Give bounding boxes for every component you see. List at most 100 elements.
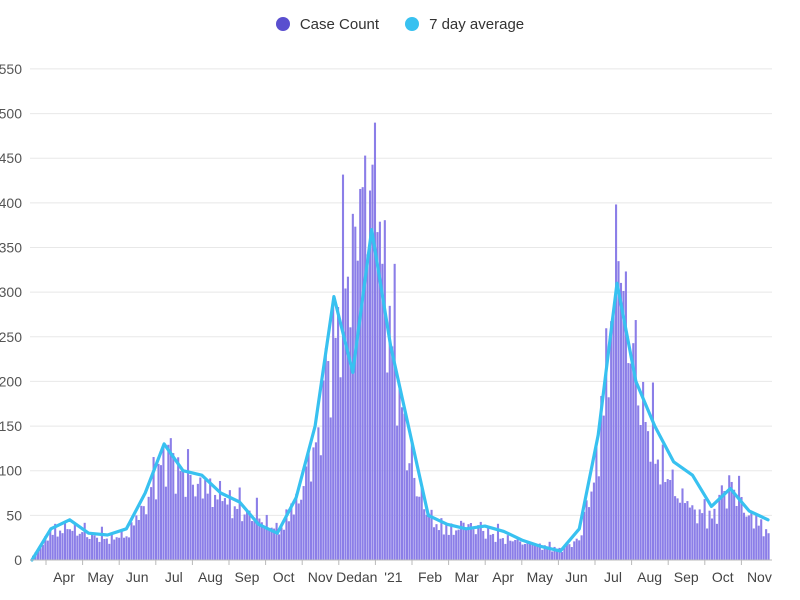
case-count-bar bbox=[499, 538, 502, 560]
case-count-bar bbox=[95, 537, 99, 560]
x-tick-label: Apr bbox=[492, 569, 514, 585]
case-count-bar bbox=[221, 501, 224, 560]
case-count-bar bbox=[565, 542, 568, 560]
case-count-bar bbox=[91, 533, 94, 560]
case-count-bar bbox=[381, 263, 384, 560]
case-count-bar bbox=[346, 276, 349, 560]
case-count-bar bbox=[683, 503, 686, 560]
case-count-bar bbox=[558, 547, 561, 560]
case-count-bar bbox=[147, 496, 150, 560]
case-count-bar bbox=[71, 530, 74, 560]
x-tick-label: Nov bbox=[308, 569, 333, 585]
case-count-bar bbox=[135, 515, 138, 560]
case-count-bar bbox=[580, 535, 583, 560]
case-count-bar bbox=[179, 471, 182, 560]
case-count-bar bbox=[654, 463, 657, 560]
case-count-bar bbox=[88, 538, 91, 560]
case-count-bar bbox=[477, 525, 480, 560]
case-count-bar bbox=[420, 487, 423, 560]
case-count-bar bbox=[297, 503, 300, 560]
x-tick-label: Mar bbox=[455, 569, 479, 585]
case-count-bar bbox=[462, 522, 465, 560]
case-count-bar bbox=[140, 505, 143, 560]
case-count-bar bbox=[270, 527, 273, 560]
case-count-bar bbox=[460, 520, 463, 560]
case-count-bar bbox=[329, 417, 332, 560]
x-tick-label: Nov bbox=[747, 569, 772, 585]
case-count-bar bbox=[457, 529, 460, 560]
case-count-bar bbox=[666, 479, 669, 560]
case-count-bar bbox=[305, 466, 308, 560]
case-count-bar bbox=[196, 483, 199, 560]
case-count-bar bbox=[81, 532, 84, 560]
case-count-bar bbox=[602, 415, 605, 560]
case-count-bar bbox=[723, 491, 726, 560]
case-count-bar bbox=[634, 320, 637, 560]
case-count-bar bbox=[401, 407, 404, 560]
case-count-bar bbox=[573, 541, 576, 560]
legend-item-case-count[interactable]: Case Count bbox=[275, 16, 379, 33]
case-count-bar bbox=[150, 487, 153, 560]
case-count-bar bbox=[455, 530, 458, 560]
case-count-bar bbox=[720, 485, 723, 560]
case-count-bar bbox=[521, 544, 524, 560]
case-count-bar bbox=[314, 442, 317, 560]
x-tick-label: Aug bbox=[198, 569, 223, 585]
case-count-bar bbox=[145, 514, 148, 560]
case-count-bar bbox=[745, 516, 748, 560]
case-count-bar bbox=[651, 382, 655, 560]
case-count-bar bbox=[639, 425, 642, 560]
case-count-bar bbox=[209, 478, 212, 560]
case-count-bar bbox=[501, 538, 504, 560]
case-count-bar bbox=[533, 544, 536, 560]
case-count-bar bbox=[307, 448, 310, 560]
case-count-bar bbox=[742, 512, 746, 560]
case-count-bar bbox=[282, 529, 286, 560]
case-count-bar bbox=[551, 551, 554, 560]
case-count-bar bbox=[607, 397, 610, 560]
case-count-bar bbox=[194, 496, 197, 560]
case-count-bar bbox=[698, 509, 701, 560]
case-count-bar bbox=[701, 513, 704, 560]
case-count-bar bbox=[46, 540, 49, 560]
case-count-bar bbox=[108, 543, 111, 560]
case-count-bar bbox=[337, 307, 340, 560]
case-count-bar bbox=[767, 533, 770, 560]
case-count-bar bbox=[130, 522, 133, 560]
case-count-bar bbox=[280, 527, 283, 560]
case-count-bar bbox=[450, 523, 453, 560]
case-count-bar bbox=[644, 422, 647, 560]
case-count-bar bbox=[344, 288, 347, 560]
case-count-bar bbox=[142, 506, 145, 560]
case-count-bar bbox=[509, 540, 512, 560]
case-count-bar bbox=[341, 174, 345, 560]
case-count-bar bbox=[172, 453, 175, 560]
case-count-bar bbox=[568, 544, 571, 560]
case-count-bar bbox=[435, 524, 438, 560]
y-tick-label: 0 bbox=[14, 552, 22, 568]
case-count-bar bbox=[152, 457, 155, 560]
case-count-bar bbox=[442, 534, 445, 560]
case-count-bar bbox=[408, 463, 411, 560]
case-count-bar bbox=[735, 506, 738, 560]
case-count-bar bbox=[361, 187, 364, 560]
case-count-bar bbox=[253, 520, 256, 560]
case-count-bar bbox=[123, 537, 126, 560]
case-count-bar bbox=[83, 522, 86, 560]
case-count-bar bbox=[467, 524, 470, 560]
case-count-bar bbox=[127, 537, 131, 560]
case-count-bar bbox=[688, 507, 691, 560]
case-count-bar bbox=[492, 533, 495, 560]
y-axis-ticks: 0 50 100 150 200 250 300 350 400 450 500 550 bbox=[0, 61, 22, 568]
case-count-bar bbox=[216, 499, 219, 560]
case-count-bar bbox=[725, 508, 728, 560]
case-count-bar bbox=[177, 457, 180, 560]
case-count-bar bbox=[86, 537, 89, 560]
legend-item-7day-average[interactable]: 7 day average bbox=[405, 16, 524, 33]
case-count-bar bbox=[514, 540, 517, 560]
case-count-bar bbox=[41, 544, 44, 560]
case-count-bar bbox=[437, 530, 440, 560]
case-count-bar bbox=[66, 529, 69, 560]
case-count-bar bbox=[312, 447, 315, 560]
x-axis-ticks: Apr May Jun Jul Aug Sep Oct Nov Dedan '21 Feb Mar Ap… bbox=[45, 560, 772, 585]
